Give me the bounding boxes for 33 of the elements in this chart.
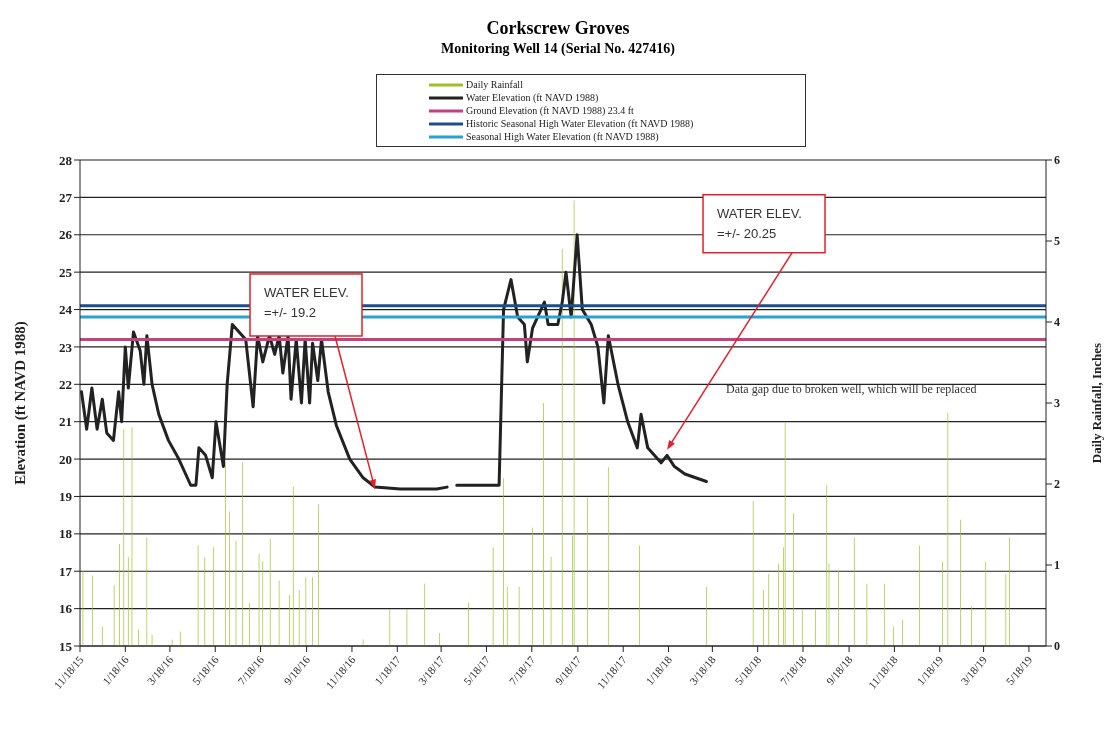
legend-label: Daily Rainfall: [466, 79, 523, 90]
y2-tick-label: 0: [1054, 639, 1060, 654]
y-tick-label: 23: [59, 339, 73, 355]
y-tick-label: 26: [59, 227, 73, 243]
y2-tick-label: 1: [1054, 558, 1060, 573]
y-tick-label: 20: [59, 451, 72, 467]
annotation: Data gap due to broken well, which will be replaced: [726, 382, 978, 397]
y-tick-label: 15: [59, 638, 73, 654]
y2-tick-label: 6: [1054, 153, 1060, 168]
y-tick-label: 21: [59, 414, 72, 430]
legend-label: Historic Seasonal High Water Elevation (ft NAVD 1988): [466, 118, 694, 129]
y-tick-label: 22: [59, 376, 72, 392]
y-tick-label: 25: [59, 264, 73, 280]
annotation: WATER ELEV. =+/- 20.25: [716, 204, 803, 243]
y-tick-label: 16: [59, 601, 73, 617]
y-tick-label: 24: [59, 302, 73, 318]
y2-tick-label: 2: [1054, 477, 1060, 492]
y-tick-label: 17: [59, 563, 73, 579]
legend-label: Seasonal High Water Elevation (ft NAVD 1988): [466, 131, 659, 142]
y2-tick-label: 3: [1054, 396, 1060, 411]
y-tick-label: 19: [59, 489, 73, 505]
y2-axis-title: Daily Rainfall, Inches: [1088, 342, 1104, 464]
y-tick-label: 27: [59, 190, 73, 205]
y-axis-title: Elevation (ft NAVD 1988): [12, 321, 30, 485]
y2-tick-label: 5: [1054, 234, 1060, 249]
chart-subtitle: Monitoring Well 14 (Serial No. 427416): [440, 41, 676, 57]
legend-label: Ground Elevation (ft NAVD 1988) 23.4 ft: [466, 105, 634, 116]
annotation: WATER ELEV. =+/- 19.2: [263, 284, 350, 322]
y-tick-label: 18: [59, 526, 73, 542]
y-tick-label: 28: [59, 152, 73, 168]
legend-label: Water Elevation (ft NAVD 1988): [466, 92, 599, 103]
y2-tick-label: 4: [1054, 315, 1060, 330]
chart-title: Corkscrew Groves: [485, 17, 631, 39]
